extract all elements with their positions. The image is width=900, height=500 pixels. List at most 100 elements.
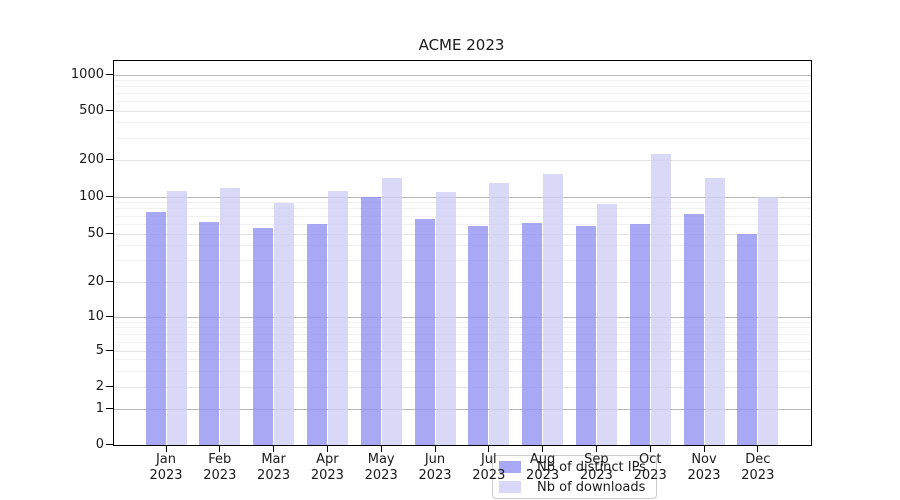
y-tick-mark-500	[106, 109, 113, 111]
bar-nb-of-downloads-jul-2023	[489, 182, 510, 445]
bar-nb-of-distinct-ips-nov-2023	[683, 213, 704, 445]
legend-swatch-downloads	[499, 481, 521, 493]
gridline-900	[114, 79, 811, 81]
bar-nb-of-distinct-ips-aug-2023	[522, 223, 543, 445]
y-tick-label-1: 1	[95, 400, 104, 416]
legend-swatch-distinct-ips	[499, 461, 521, 473]
gridline-800	[114, 86, 811, 88]
y-tick-label-2: 2	[95, 378, 104, 394]
x-tick-mark-jan-2023	[165, 445, 167, 452]
x-tick-mark-oct-2023	[649, 445, 651, 452]
x-tick-mark-nov-2023	[703, 445, 705, 452]
x-tick-mark-feb-2023	[219, 445, 221, 452]
gridline-6	[114, 341, 811, 343]
y-tick-mark-5	[106, 349, 113, 351]
bar-nb-of-downloads-dec-2023	[758, 197, 779, 445]
gridline-60	[114, 223, 811, 225]
bar-nb-of-distinct-ips-jul-2023	[468, 226, 489, 445]
chart-title: ACME 2023	[418, 36, 505, 54]
x-tick-label-jan-2023: Jan 2023	[149, 452, 183, 483]
bar-nb-of-distinct-ips-sep-2023	[575, 226, 596, 445]
gridline-5	[114, 350, 811, 352]
bar-nb-of-downloads-jun-2023	[435, 191, 456, 445]
bar-nb-of-distinct-ips-dec-2023	[737, 234, 758, 445]
y-tick-label-5: 5	[95, 342, 104, 358]
gridline-9	[114, 321, 811, 323]
bar-nb-of-downloads-sep-2023	[596, 203, 617, 445]
x-tick-mark-aug-2023	[542, 445, 544, 452]
legend-label-downloads: Nb of downloads	[537, 479, 646, 495]
gridline-10	[114, 316, 811, 318]
y-tick-mark-10	[106, 315, 113, 317]
bar-nb-of-distinct-ips-jan-2023	[145, 212, 166, 445]
x-tick-mark-jul-2023	[488, 445, 490, 452]
y-tick-mark-100	[106, 195, 113, 197]
y-tick-mark-0	[106, 443, 113, 445]
x-tick-label-jul-2023: Jul 2023	[472, 452, 506, 483]
gridline-30	[114, 260, 811, 262]
x-tick-mark-jun-2023	[434, 445, 436, 452]
x-tick-label-aug-2023: Aug 2023	[526, 452, 560, 483]
gridline-1000	[114, 74, 811, 76]
x-tick-mark-sep-2023	[595, 445, 597, 452]
gridline-1	[114, 408, 811, 410]
bar-nb-of-downloads-feb-2023	[220, 187, 241, 445]
y-tick-mark-200	[106, 158, 113, 160]
gridline-70	[114, 215, 811, 217]
bar-nb-of-distinct-ips-jun-2023	[414, 219, 435, 445]
x-tick-label-apr-2023: Apr 2023	[310, 452, 344, 483]
legend-row-downloads: Nb of downloads	[499, 479, 648, 496]
x-tick-mark-mar-2023	[273, 445, 275, 452]
gridline-40	[114, 245, 811, 247]
gridline-20	[114, 281, 811, 283]
bar-nb-of-downloads-oct-2023	[650, 153, 671, 445]
bar-nb-of-distinct-ips-apr-2023	[306, 224, 327, 445]
legend: Nb of distinct IPs Nb of downloads	[492, 455, 657, 499]
x-tick-mark-dec-2023	[757, 445, 759, 452]
gridline-400	[114, 122, 811, 124]
bar-nb-of-downloads-jan-2023	[166, 190, 187, 445]
y-tick-label-100: 100	[79, 188, 104, 204]
gridline-700	[114, 93, 811, 95]
x-tick-label-dec-2023: Dec 2023	[741, 452, 775, 483]
bar-nb-of-downloads-aug-2023	[543, 174, 564, 445]
gridline-600	[114, 101, 811, 103]
gridline-200	[114, 159, 811, 161]
x-tick-label-jun-2023: Jun 2023	[418, 452, 452, 483]
y-tick-label-1000: 1000	[70, 66, 104, 82]
legend-label-distinct-ips: Nb of distinct IPs	[537, 459, 646, 475]
y-tick-label-10: 10	[87, 308, 104, 324]
gridline-4	[114, 359, 811, 361]
y-tick-label-50: 50	[87, 225, 104, 241]
x-tick-label-may-2023: May 2023	[364, 452, 398, 483]
bar-nb-of-downloads-nov-2023	[704, 178, 725, 445]
y-tick-mark-20	[106, 280, 113, 282]
x-tick-label-mar-2023: Mar 2023	[257, 452, 291, 483]
x-tick-label-oct-2023: Oct 2023	[633, 452, 667, 483]
bar-nb-of-distinct-ips-oct-2023	[629, 224, 650, 445]
y-tick-mark-2	[106, 385, 113, 387]
bar-nb-of-downloads-may-2023	[381, 178, 402, 445]
x-tick-mark-may-2023	[380, 445, 382, 452]
y-tick-mark-50	[106, 232, 113, 234]
legend-row-distinct-ips: Nb of distinct IPs	[499, 459, 648, 476]
y-tick-mark-1	[106, 407, 113, 409]
x-tick-mark-apr-2023	[326, 445, 328, 452]
plot-area: Nb of distinct IPs Nb of downloads	[113, 60, 812, 499]
gridline-100	[114, 196, 811, 198]
y-tick-label-200: 200	[79, 151, 104, 167]
bar-nb-of-downloads-mar-2023	[274, 202, 295, 445]
gridline-500	[114, 110, 811, 112]
y-tick-label-500: 500	[79, 102, 104, 118]
y-tick-label-0: 0	[95, 436, 104, 452]
x-tick-label-sep-2023: Sep 2023	[579, 452, 613, 483]
gridline-300	[114, 137, 811, 139]
bar-nb-of-distinct-ips-may-2023	[360, 197, 381, 445]
x-tick-label-nov-2023: Nov 2023	[687, 452, 721, 483]
gridline-80	[114, 208, 811, 210]
bar-nb-of-downloads-apr-2023	[327, 190, 348, 445]
bar-nb-of-distinct-ips-feb-2023	[199, 221, 220, 445]
gridline-8	[114, 327, 811, 329]
y-tick-label-20: 20	[87, 273, 104, 289]
